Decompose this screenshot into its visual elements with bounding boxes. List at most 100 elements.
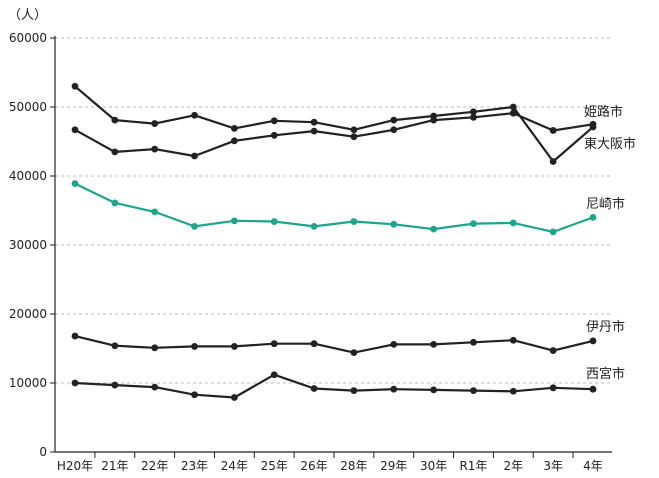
data-point — [470, 387, 477, 394]
series-line — [74, 373, 594, 399]
x-tick-label: H20年 — [57, 459, 93, 473]
series — [71, 82, 597, 165]
series — [71, 371, 597, 401]
data-point — [310, 385, 318, 392]
data-point — [111, 342, 119, 350]
x-tick-label: 4年 — [583, 459, 603, 473]
data-point — [470, 220, 477, 228]
series-line — [74, 112, 594, 158]
data-point — [390, 220, 398, 228]
data-point — [191, 111, 198, 119]
series-line — [74, 182, 594, 233]
data-point — [350, 126, 358, 134]
data-point — [230, 343, 238, 350]
data-point — [350, 387, 358, 394]
data-point — [509, 336, 517, 344]
series-label: 伊丹市 — [586, 319, 625, 335]
data-point — [470, 108, 477, 116]
data-point — [350, 133, 358, 141]
y-tick-label: 0 — [39, 445, 47, 459]
data-point — [390, 385, 398, 393]
series-label: 東大阪市 — [584, 136, 636, 152]
gridlines — [55, 37, 612, 384]
data-point — [230, 394, 238, 401]
data-point — [111, 381, 119, 389]
x-tick-label: 30年 — [420, 459, 447, 473]
x-tick-label: R1年 — [459, 459, 487, 473]
data-point — [430, 225, 438, 233]
x-tick-label: 21年 — [101, 459, 128, 473]
data-point — [509, 109, 517, 117]
y-tick-label: 10000 — [9, 376, 47, 390]
x-tick-label: 26年 — [300, 459, 327, 473]
data-point — [589, 214, 597, 221]
x-tick-label: 23年 — [181, 459, 208, 473]
data-point — [191, 152, 198, 160]
data-point — [270, 218, 278, 225]
data-point — [230, 137, 238, 145]
data-point — [310, 340, 318, 348]
y-axis-unit-label: （人） — [8, 8, 47, 23]
data-point — [71, 180, 79, 187]
x-tick-label: 3年 — [543, 459, 563, 473]
data-point — [71, 332, 79, 340]
data-point — [270, 131, 278, 139]
data-point — [390, 116, 398, 124]
data-point — [430, 116, 438, 124]
y-axis-ticks: 0 10000 20000 30000 40000 50000 60000 — [9, 31, 55, 459]
x-tick-label: 25年 — [261, 459, 288, 473]
data-point — [549, 347, 557, 354]
series — [71, 180, 597, 236]
data-point — [549, 158, 557, 165]
data-point — [589, 337, 597, 345]
data-point — [430, 386, 438, 394]
data-point — [509, 387, 517, 395]
data-point — [151, 383, 159, 391]
data-point — [390, 340, 398, 348]
data-point — [71, 126, 79, 134]
data-point — [549, 228, 557, 236]
series — [71, 109, 597, 160]
data-point — [191, 391, 198, 399]
data-point — [191, 222, 198, 230]
y-tick-label: 40000 — [9, 169, 47, 183]
data-point — [509, 103, 517, 111]
data-point — [549, 384, 557, 392]
data-point — [111, 199, 119, 207]
series-group — [71, 82, 597, 401]
series-line — [74, 85, 594, 163]
data-point — [151, 145, 159, 153]
data-point — [549, 127, 557, 134]
series-label: 西宮市 — [586, 366, 625, 382]
data-point — [270, 117, 278, 125]
data-point — [151, 208, 159, 216]
data-point — [111, 148, 119, 156]
data-point — [430, 340, 438, 348]
series-label: 姫路市 — [584, 104, 623, 120]
data-point — [310, 118, 318, 126]
data-point — [151, 120, 159, 127]
x-tick-label: 24年 — [221, 459, 248, 473]
data-point — [71, 379, 79, 387]
data-point — [310, 222, 318, 230]
data-point — [270, 340, 278, 348]
series-line — [74, 335, 594, 354]
data-point — [230, 124, 238, 132]
data-point — [390, 126, 398, 134]
data-point — [509, 219, 517, 227]
data-point — [350, 349, 358, 357]
data-point — [191, 343, 198, 350]
data-point — [470, 338, 477, 346]
series — [71, 332, 597, 357]
data-point — [230, 217, 238, 225]
x-axis-ticks: H20年 21年 22年 23年 24年 25年 26年 28年 29年 30年 R1年 2年 3年 4年 — [57, 452, 603, 473]
data-point — [111, 116, 119, 124]
data-point — [310, 127, 318, 135]
x-tick-label: 22年 — [141, 459, 168, 473]
data-point — [270, 371, 278, 379]
y-tick-label: 20000 — [9, 307, 47, 321]
data-point — [589, 120, 597, 128]
y-tick-label: 30000 — [9, 238, 47, 252]
